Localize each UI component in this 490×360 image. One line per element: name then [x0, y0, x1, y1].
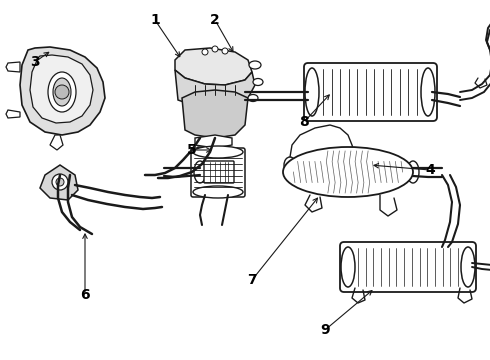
- Ellipse shape: [53, 78, 71, 106]
- Ellipse shape: [248, 94, 258, 102]
- FancyBboxPatch shape: [204, 161, 234, 183]
- Ellipse shape: [193, 186, 243, 198]
- Polygon shape: [196, 147, 228, 158]
- Text: 1: 1: [150, 13, 160, 27]
- Ellipse shape: [194, 161, 206, 183]
- Ellipse shape: [461, 247, 475, 287]
- Ellipse shape: [421, 68, 435, 116]
- Ellipse shape: [305, 68, 319, 116]
- Ellipse shape: [253, 78, 263, 85]
- Polygon shape: [182, 90, 248, 138]
- Circle shape: [212, 46, 218, 52]
- FancyBboxPatch shape: [191, 148, 245, 197]
- Text: 6: 6: [80, 288, 90, 302]
- Ellipse shape: [341, 247, 355, 287]
- Text: 7: 7: [247, 273, 257, 287]
- Ellipse shape: [284, 157, 296, 173]
- Polygon shape: [195, 135, 232, 148]
- Polygon shape: [175, 48, 252, 85]
- Ellipse shape: [249, 61, 261, 69]
- Polygon shape: [20, 47, 105, 135]
- Circle shape: [222, 48, 228, 54]
- Ellipse shape: [283, 147, 413, 197]
- Circle shape: [52, 174, 68, 190]
- Ellipse shape: [193, 146, 243, 158]
- Circle shape: [55, 85, 69, 99]
- Polygon shape: [6, 62, 20, 72]
- Text: 5: 5: [187, 143, 197, 157]
- Text: 2: 2: [210, 13, 220, 27]
- Ellipse shape: [48, 72, 76, 112]
- Polygon shape: [6, 110, 20, 118]
- Polygon shape: [40, 165, 78, 200]
- Polygon shape: [30, 55, 93, 123]
- Polygon shape: [175, 70, 255, 108]
- Circle shape: [202, 49, 208, 55]
- Text: 9: 9: [320, 323, 330, 337]
- FancyBboxPatch shape: [340, 242, 476, 292]
- FancyBboxPatch shape: [304, 63, 437, 121]
- Text: 4: 4: [425, 163, 435, 177]
- Polygon shape: [342, 173, 360, 187]
- Ellipse shape: [407, 161, 419, 183]
- Text: 8: 8: [299, 115, 309, 129]
- Polygon shape: [50, 135, 63, 150]
- Circle shape: [56, 178, 64, 186]
- Text: 3: 3: [30, 55, 40, 69]
